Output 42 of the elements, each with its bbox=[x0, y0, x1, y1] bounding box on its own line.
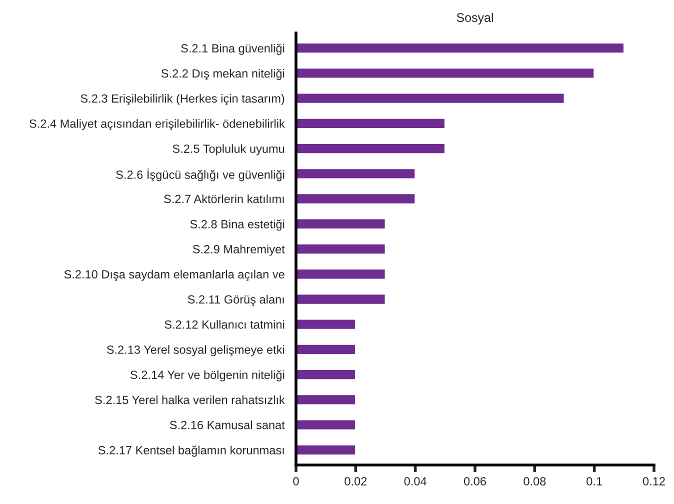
y-tick-label: S.2.17 Kentsel bağlamın korunması bbox=[98, 446, 284, 457]
chart-title: Sosyal bbox=[456, 12, 493, 24]
bar bbox=[296, 67, 596, 80]
bar bbox=[296, 42, 625, 54]
bar bbox=[296, 192, 416, 205]
y-tick-label: S.2.11 Görüş alanı bbox=[188, 294, 284, 306]
bar bbox=[296, 117, 446, 130]
x-tick-label: 0.04 bbox=[404, 477, 426, 486]
x-tick-label: 0.08 bbox=[524, 477, 546, 486]
x-tick-label: 0.06 bbox=[464, 477, 486, 486]
y-tick-label: S.2.13 Yerel sosyal gelişmeye etki bbox=[106, 345, 284, 356]
bar bbox=[296, 92, 566, 104]
y-tick-label: S.2.1 Bina güvenliği bbox=[181, 44, 284, 55]
y-tick-label: S.2.7 Aktörlerin katılımı bbox=[164, 194, 284, 204]
y-tick-label: S.2.5 Topluluk uyumu bbox=[172, 144, 284, 156]
y-tick-label: S.2.16 Kamusal sanat bbox=[170, 420, 285, 430]
y-tick-label: S.2.10 Dışa saydam elemanlarla açılan ve bbox=[64, 270, 284, 281]
x-tick-label: 0 bbox=[293, 477, 299, 486]
x-tick-label: 0.12 bbox=[642, 477, 665, 486]
y-tick-label: S.2.3 Erişilebilirlik (Herkes için tasarım) bbox=[80, 94, 284, 106]
bar bbox=[296, 394, 356, 406]
y-tick-label: S.2.6 İşgücü sağlığı ve güvenliği bbox=[116, 168, 284, 182]
y-tick-label: S.2.9 Mahremiyet bbox=[192, 244, 285, 256]
y-tick-label: S.2.15 Yerel halka verilen rahatsızlık bbox=[95, 395, 285, 404]
bar bbox=[296, 343, 356, 356]
bar bbox=[296, 418, 356, 431]
bar bbox=[296, 168, 416, 180]
x-tick-label: 0.1 bbox=[586, 477, 602, 486]
y-tick-label: S.2.4 Maliyet açısından erişilebilirlik- ödenebilirlik bbox=[30, 119, 285, 130]
bar bbox=[296, 444, 356, 456]
bar bbox=[296, 243, 386, 255]
bar bbox=[296, 368, 356, 381]
y-tick-label: S.2.8 Bina estetiği bbox=[190, 220, 284, 231]
y-tick-label: S.2.12 Kullanıcı tatmini bbox=[164, 320, 284, 329]
y-tick-label: S.2.2 Dış mekan niteliği bbox=[161, 68, 284, 80]
bar bbox=[296, 142, 446, 155]
y-tick-label: S.2.14 Yer ve bölgenin niteliği bbox=[130, 370, 284, 382]
bar bbox=[296, 268, 386, 280]
bar bbox=[296, 318, 356, 330]
bar bbox=[296, 218, 386, 230]
x-tick-label: 0.02 bbox=[344, 477, 367, 486]
bar bbox=[296, 293, 386, 306]
